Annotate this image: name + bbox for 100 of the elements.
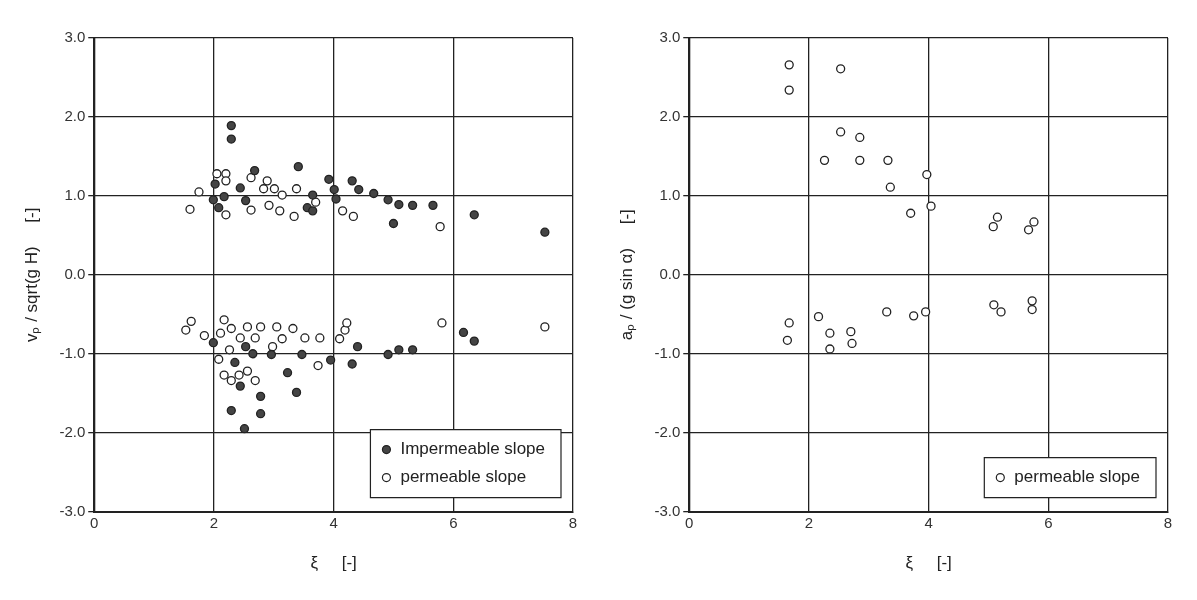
point — [250, 375, 260, 386]
x-tick-label: 0 — [685, 513, 694, 531]
point — [885, 182, 895, 192]
y-tick-label: 2.0 — [64, 107, 86, 125]
point — [354, 184, 364, 195]
point — [383, 195, 393, 205]
point — [289, 211, 299, 222]
point — [348, 211, 359, 222]
point — [784, 85, 794, 95]
point — [325, 355, 336, 365]
point — [255, 322, 266, 332]
point — [352, 341, 363, 352]
point — [224, 345, 235, 355]
point — [407, 345, 418, 355]
y-axis-title: aₚ / (g sin α) [-] — [616, 209, 637, 341]
y-tick-label: -2.0 — [654, 422, 681, 440]
point — [210, 179, 220, 189]
point — [782, 335, 793, 345]
y-tick-label: -3.0 — [654, 501, 681, 519]
point — [855, 132, 865, 143]
point — [219, 315, 229, 325]
point — [926, 201, 936, 211]
point — [208, 338, 218, 348]
point — [342, 318, 352, 328]
point — [540, 227, 550, 237]
point — [214, 203, 224, 213]
point — [469, 210, 479, 220]
point — [909, 311, 919, 321]
point — [282, 368, 293, 378]
point — [825, 328, 835, 338]
point — [246, 205, 256, 215]
point — [291, 387, 302, 398]
point — [275, 206, 285, 216]
point — [407, 200, 418, 210]
point — [300, 333, 310, 343]
point — [291, 184, 302, 194]
point — [383, 349, 393, 360]
point — [226, 323, 236, 334]
point — [784, 60, 794, 70]
point — [242, 366, 253, 376]
point — [340, 325, 350, 335]
point — [239, 424, 250, 434]
y-tick-label: 1.0 — [659, 186, 681, 204]
point — [249, 165, 260, 176]
point — [212, 169, 222, 179]
point — [1029, 217, 1039, 227]
point — [226, 120, 236, 131]
x-axis-title: ξ [-] — [310, 553, 357, 573]
point — [241, 341, 251, 352]
point — [347, 176, 357, 186]
point — [784, 318, 794, 328]
point — [226, 134, 236, 144]
point — [215, 328, 226, 338]
point — [235, 381, 245, 391]
point — [235, 333, 245, 343]
point — [230, 357, 240, 368]
y-tick-label: 3.0 — [659, 28, 681, 46]
point — [255, 409, 266, 419]
point — [250, 333, 260, 343]
point — [996, 307, 1006, 317]
point — [989, 300, 999, 310]
point — [219, 370, 229, 380]
point — [194, 187, 204, 197]
legend-label: permeable slope — [1014, 467, 1141, 487]
point — [199, 330, 210, 341]
y-tick-label: -1.0 — [59, 343, 86, 361]
point — [882, 307, 892, 317]
y-tick-label: 2.0 — [659, 107, 681, 125]
point — [293, 162, 303, 172]
point — [242, 322, 253, 332]
point — [185, 204, 195, 214]
point — [269, 184, 280, 194]
point — [847, 338, 857, 349]
point — [258, 184, 269, 194]
point — [308, 190, 318, 200]
point — [329, 184, 339, 195]
x-tick-label: 4 — [329, 513, 338, 531]
y-tick-label: -2.0 — [59, 422, 86, 440]
point — [234, 370, 244, 380]
x-tick-label: 8 — [568, 513, 578, 531]
x-axis-title: ξ [-] — [905, 553, 952, 573]
point — [836, 64, 846, 74]
point — [313, 360, 323, 371]
point — [334, 334, 345, 344]
point — [819, 155, 830, 165]
point — [428, 200, 438, 210]
point — [255, 391, 266, 402]
point — [262, 176, 272, 186]
point — [219, 192, 229, 202]
point — [469, 336, 479, 346]
point — [221, 176, 231, 186]
x-tick-label: 2 — [804, 513, 814, 531]
point — [266, 349, 277, 360]
point — [248, 349, 258, 359]
point — [308, 206, 318, 216]
point — [315, 333, 325, 343]
point — [235, 183, 245, 193]
point — [264, 200, 274, 210]
point — [1027, 304, 1037, 315]
point — [922, 169, 932, 180]
